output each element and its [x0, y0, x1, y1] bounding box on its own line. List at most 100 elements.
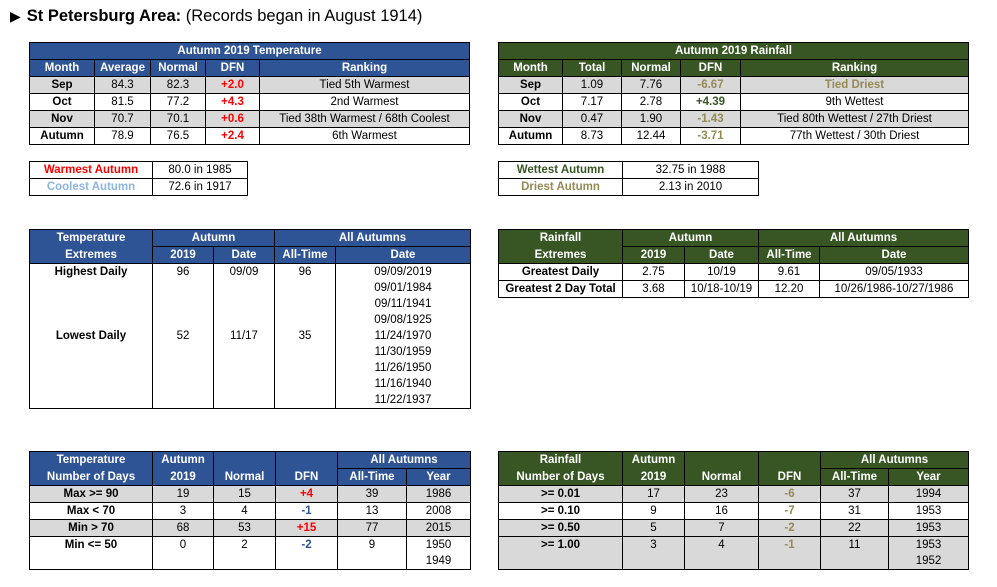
ranking-cell: 9th Wettest [740, 93, 969, 111]
row-label: >= 0.50 [498, 519, 623, 537]
year-cell: 1950 [406, 536, 471, 553]
days-header: Rainfall [498, 451, 623, 469]
total-cell: 0.47 [562, 110, 622, 128]
ranking-cell: Tied 5th Warmest [259, 76, 470, 94]
table-row: Oct 81.5 77.2 +4.3 2nd Warmest [29, 93, 470, 111]
column-header: All-Time [820, 468, 889, 486]
autumn-group-header: Autumn [152, 451, 214, 469]
value-cell: 3 [152, 502, 214, 520]
column-header: Date [213, 246, 275, 264]
warmest-autumn-value: 80.0 in 1985 [152, 161, 248, 179]
date-cell: 10/19 [684, 263, 759, 281]
table-row: >= 0.50 5 7 -2 22 1953 [498, 519, 969, 537]
column-header: Month [498, 59, 563, 77]
wettest-autumn-label: Wettest Autumn [498, 161, 623, 179]
table-row: 09/08/1925 [29, 312, 471, 328]
normal-cell: 76.5 [150, 127, 206, 145]
table-row: Min > 70 68 53 +15 77 2015 [29, 519, 471, 537]
table-title: Autumn 2019 Temperature [29, 42, 470, 60]
table-row: Lowest Daily 52 11/17 35 11/24/1970 [29, 328, 471, 344]
column-header: Year [888, 468, 969, 486]
ranking-cell: Tied Driest [740, 76, 969, 94]
extremes-header: Temperature [29, 229, 153, 247]
ranking-cell: 77th Wettest / 30th Driest [740, 127, 969, 145]
records-note: (Records began in August 1914) [185, 7, 423, 25]
normal-cell: 4 [684, 536, 759, 553]
column-header: Ranking [740, 59, 969, 77]
all-autumns-group-header: All Autumns [274, 229, 471, 247]
year-cell: 1986 [406, 485, 471, 503]
all-time-cell: 77 [337, 519, 407, 537]
dfn-cell: -1 [758, 536, 821, 553]
all-time-date: 11/30/1959 [335, 344, 471, 360]
table-row: 11/30/1959 [29, 344, 471, 360]
table-title: Autumn 2019 Rainfall [498, 42, 969, 60]
normal-cell: 15 [213, 485, 276, 503]
value-cell: 5 [622, 519, 685, 537]
dfn-cell: +4.3 [205, 93, 260, 111]
row-label: Greatest 2 Day Total [498, 280, 623, 298]
dfn-cell: -1.43 [680, 110, 741, 128]
extremes-subheader: Extremes [498, 246, 623, 264]
year-cell: 1953 [888, 502, 969, 520]
table-row: 1949 [29, 553, 471, 570]
table-row: 11/26/1950 [29, 360, 471, 376]
all-time-date: 09/05/1933 [819, 263, 969, 281]
table-row: Sep 84.3 82.3 +2.0 Tied 5th Warmest [29, 76, 470, 94]
table-row: Highest Daily 96 09/09 96 09/09/2019 [29, 263, 471, 280]
column-header: 2019 [622, 246, 685, 264]
normal-cell: 2.78 [621, 93, 681, 111]
dfn-cell: +2.4 [205, 127, 260, 145]
year-cell: 1953 [888, 519, 969, 537]
value-cell: 17 [622, 485, 685, 503]
rainfall-records-table: Wettest Autumn 32.75 in 1988 Driest Autu… [498, 161, 759, 196]
average-cell: 78.9 [94, 127, 151, 145]
table-row: >= 1.00 3 4 -1 11 1953 [498, 536, 969, 553]
highest-daily-value: 96 [152, 263, 214, 280]
all-time-date: 10/26/1986-10/27/1986 [819, 280, 969, 298]
column-header: DFN [205, 59, 260, 77]
ranking-cell: 2nd Warmest [259, 93, 470, 111]
normal-cell: 16 [684, 502, 759, 520]
driest-autumn-label: Driest Autumn [498, 178, 623, 196]
all-time-cell: 22 [820, 519, 889, 537]
column-header: 2019 [622, 468, 685, 486]
year-cell: 2015 [406, 519, 471, 537]
table-row: Nov 0.47 1.90 -1.43 Tied 80th Wettest / … [498, 110, 969, 128]
row-label: >= 0.01 [498, 485, 623, 503]
table-row: Warmest Autumn 80.0 in 1985 [29, 161, 248, 179]
coolest-autumn-value: 72.6 in 1917 [152, 178, 248, 196]
average-cell: 70.7 [94, 110, 151, 128]
dfn-cell: -2 [758, 519, 821, 537]
dfn-cell: -6 [758, 485, 821, 503]
table-row: 1952 [498, 553, 969, 570]
column-header: Normal [213, 468, 276, 486]
average-cell: 81.5 [94, 93, 151, 111]
table-row: Sep 1.09 7.76 -6.67 Tied Driest [498, 76, 969, 94]
normal-cell: 70.1 [150, 110, 206, 128]
extremes-subheader: Extremes [29, 246, 153, 264]
value-cell: 9 [622, 502, 685, 520]
dfn-cell: -6.67 [680, 76, 741, 94]
rainfall-days-table: Rainfall Autumn All Autumns Number of Da… [498, 451, 969, 570]
table-row: >= 0.10 9 16 -7 31 1953 [498, 502, 969, 520]
table-row: Wettest Autumn 32.75 in 1988 [498, 161, 759, 179]
table-row: >= 0.01 17 23 -6 37 1994 [498, 485, 969, 503]
normal-cell: 53 [213, 519, 276, 537]
column-header: Normal [621, 59, 681, 77]
value-cell: 2.75 [622, 263, 685, 281]
all-time-cell: 31 [820, 502, 889, 520]
table-row: Oct 7.17 2.78 +4.39 9th Wettest [498, 93, 969, 111]
table-row: Greatest 2 Day Total 3.68 10/18-10/19 12… [498, 280, 969, 298]
average-cell: 84.3 [94, 76, 151, 94]
lowest-daily-label: Lowest Daily [29, 328, 153, 344]
dfn-cell: +4 [275, 485, 338, 503]
all-time-cell: 9 [337, 536, 407, 553]
dfn-cell: -3.71 [680, 127, 741, 145]
column-header: 2019 [152, 468, 214, 486]
column-header: Average [94, 59, 151, 77]
column-header: DFN [275, 468, 338, 486]
days-header: Temperature [29, 451, 153, 469]
normal-cell: 12.44 [621, 127, 681, 145]
autumn-rainfall-table: Autumn 2019 Rainfall Month Total Normal … [498, 42, 969, 145]
